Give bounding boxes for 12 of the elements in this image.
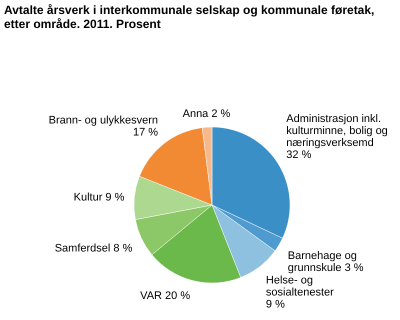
slice-label: Samferdsel 8 % xyxy=(54,242,133,254)
slice-label: Kultur 9 % xyxy=(74,192,125,204)
chart-title: Avtalte årsverk i interkommunale selskap og kommunale føretak, etter område. 2011. Prosent xyxy=(4,3,374,31)
slice-label: Anna 2 % xyxy=(182,108,231,120)
slice-label: VAR 20 % xyxy=(140,290,190,302)
slice-label: Brann- og ulykkesvern xyxy=(48,114,158,126)
slice-label: Administrasjon inkl. kulturminne, bolig og næringsverksemd xyxy=(286,112,388,149)
data-label: 17 % xyxy=(132,126,158,138)
data-label: 9 % xyxy=(266,298,286,311)
slice-label: Helse- og sosialtenester xyxy=(266,274,334,299)
slice-label: Barnehage og grunnskule 3 % xyxy=(288,250,364,274)
data-label: 32 % xyxy=(286,148,312,161)
